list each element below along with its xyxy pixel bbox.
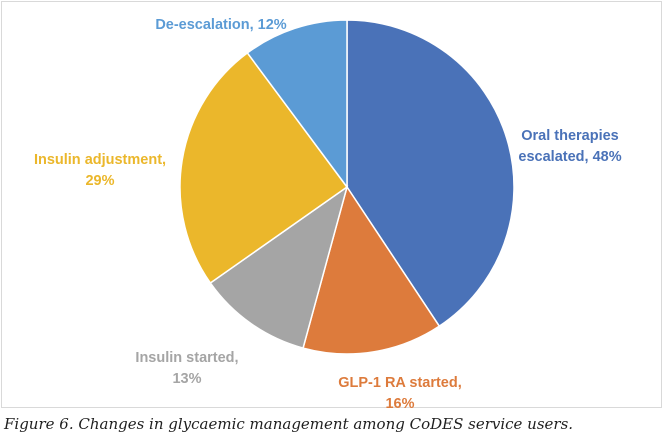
slice-label-line: Insulin started,	[135, 350, 238, 366]
chart-frame: Oral therapies escalated, 48% GLP-1 RA sta…	[1, 1, 662, 409]
slice-label-line: Insulin adjustment,	[34, 152, 166, 168]
pie-slice-de-escalation	[246, 19, 348, 190]
slice-label-line: GLP-1 RA started,	[338, 375, 462, 391]
slice-label-insulin-adjustment: Insulin adjustment, 29%	[34, 152, 166, 189]
pie-slices	[179, 19, 515, 355]
slice-label-insulin-started: Insulin started, 13%	[135, 350, 238, 387]
slice-label-oral-therapies-escalated: Oral therapies escalated, 48%	[518, 128, 621, 165]
slice-label-line: 13%	[172, 371, 201, 387]
slice-label-de-escalation: De-escalation, 12%	[155, 17, 286, 33]
pie-chart: Oral therapies escalated, 48% GLP-1 RA sta…	[34, 17, 622, 409]
pie-slice-glp-1-ra-started	[302, 185, 441, 355]
pie-slice-insulin-started	[209, 185, 349, 350]
slice-label-glp-1-ra-started: GLP-1 RA started, 16%	[338, 375, 462, 409]
slice-label-line: 16%	[385, 396, 414, 409]
slice-label-line: escalated, 48%	[518, 149, 621, 165]
slice-label-line: Oral therapies	[521, 128, 619, 144]
slice-label-line: 29%	[85, 173, 114, 189]
slice-label-line: De-escalation, 12%	[155, 17, 286, 33]
pie-labels: Oral therapies escalated, 48% GLP-1 RA sta…	[34, 17, 622, 409]
pie-slice-insulin-adjustment	[179, 51, 349, 285]
figure-caption: Figure 6. Changes in glycaemic managemen…	[4, 415, 574, 433]
